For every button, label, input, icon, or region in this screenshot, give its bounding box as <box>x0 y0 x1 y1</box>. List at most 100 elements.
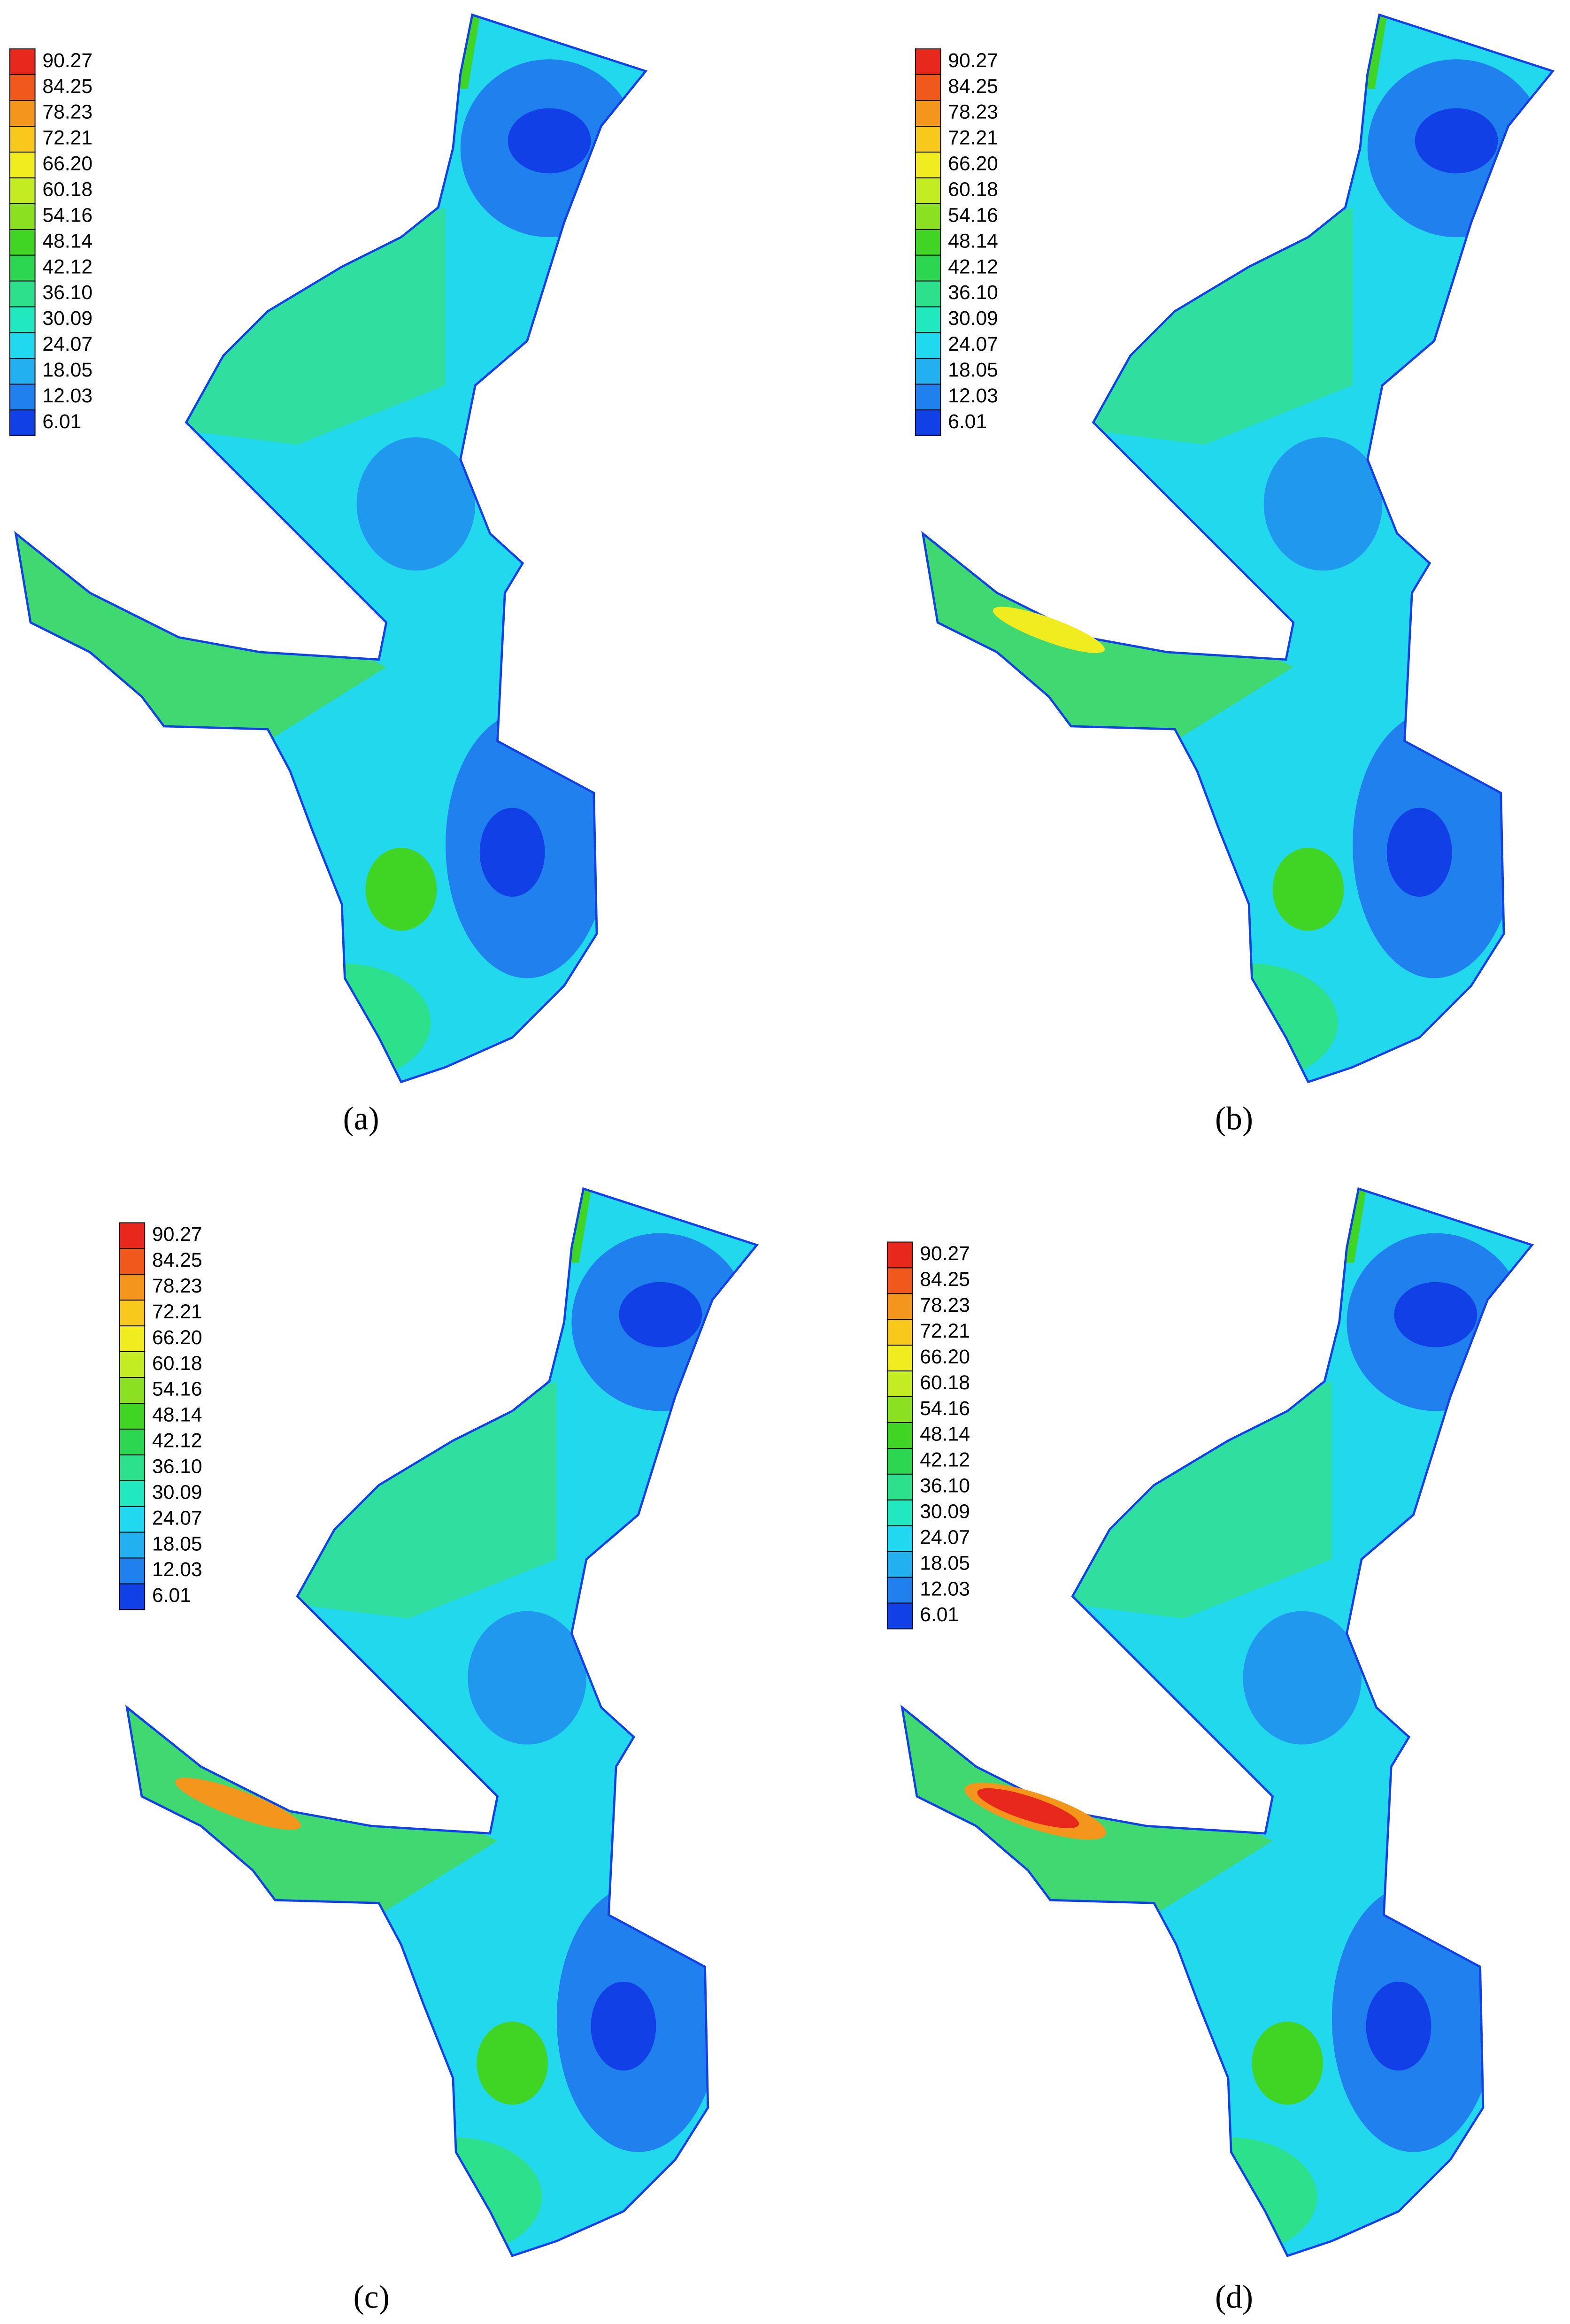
legend-label: 60.18 <box>152 1352 202 1375</box>
legend-swatch <box>886 1525 913 1552</box>
legend-swatch <box>886 1602 913 1630</box>
legend-swatch <box>119 1480 146 1507</box>
legend-label: 54.16 <box>920 1397 970 1420</box>
legend-label: 72.21 <box>152 1301 202 1323</box>
legend-swatch <box>886 1370 913 1397</box>
legend-swatch <box>119 1325 146 1353</box>
legend-label: 24.07 <box>152 1507 202 1529</box>
panel-caption: (d) <box>1215 2279 1253 2315</box>
legend-label: 84.25 <box>152 1249 202 1271</box>
legend-swatch <box>915 306 941 333</box>
legend-swatch <box>119 1454 146 1481</box>
legend-swatch <box>886 1447 913 1475</box>
legend-swatch <box>9 332 36 359</box>
legend-label: 36.10 <box>42 281 92 304</box>
legend-swatch <box>915 100 941 127</box>
legend-swatch <box>915 332 941 359</box>
legend-label: 60.18 <box>920 1371 970 1394</box>
legend-label: 90.27 <box>920 1242 970 1265</box>
legend-swatch <box>119 1402 146 1430</box>
legend-swatch <box>119 1351 146 1378</box>
legend-label: 54.16 <box>948 204 998 226</box>
legend-swatch <box>9 100 36 127</box>
legend-swatch <box>886 1267 913 1294</box>
legend-swatch <box>9 254 36 282</box>
legend-label: 42.12 <box>152 1430 202 1452</box>
legend-swatch <box>915 384 941 411</box>
legend-label: 24.07 <box>920 1526 970 1548</box>
legend-swatch <box>915 358 941 385</box>
legend-label: 30.09 <box>920 1500 970 1523</box>
legend-swatch <box>9 203 36 230</box>
legend-label: 48.14 <box>948 230 998 252</box>
legend-swatch <box>915 254 941 282</box>
legend-swatch <box>915 48 941 76</box>
legend-label: 30.09 <box>42 307 92 330</box>
legend-label: 36.10 <box>152 1455 202 1478</box>
legend-swatch <box>886 1551 913 1578</box>
legend-label: 66.20 <box>920 1346 970 1368</box>
legend-label: 78.23 <box>42 101 92 123</box>
legend-swatch <box>9 306 36 333</box>
legend-swatch <box>915 74 941 101</box>
legend-label: 30.09 <box>152 1481 202 1503</box>
legend: 90.27 84.25 78.23 72.21 66.20 60.18 54.16 48.14… <box>886 1241 970 1630</box>
panel-caption: (c) <box>354 2279 390 2315</box>
legend-label: 6.01 <box>948 410 987 433</box>
legend-label: 72.21 <box>920 1320 970 1342</box>
legend-label: 90.27 <box>948 49 998 72</box>
legend-label: 6.01 <box>152 1584 191 1607</box>
legend-swatch <box>886 1422 913 1449</box>
legend-label: 12.03 <box>152 1558 202 1581</box>
legend-swatch <box>886 1499 913 1526</box>
legend: 90.27 84.25 78.23 72.21 66.20 60.18 54.16 48.14… <box>915 48 998 437</box>
legend-swatch <box>9 48 36 76</box>
legend-swatch <box>9 151 36 178</box>
legend-label: 60.18 <box>948 178 998 201</box>
legend-swatch <box>9 409 36 437</box>
legend-label: 36.10 <box>920 1475 970 1497</box>
legend-label: 72.21 <box>948 127 998 149</box>
legend-label: 36.10 <box>948 281 998 304</box>
map-c <box>112 1174 779 2270</box>
legend-label: 18.05 <box>920 1552 970 1574</box>
legend-swatch <box>119 1583 146 1610</box>
legend-swatch <box>119 1248 146 1275</box>
legend-swatch <box>886 1396 913 1423</box>
legend-label: 18.05 <box>42 359 92 381</box>
map-a <box>1 0 668 1097</box>
legend-label: 78.23 <box>152 1275 202 1297</box>
legend-label: 12.03 <box>948 385 998 407</box>
legend-label: 6.01 <box>920 1603 959 1626</box>
legend-label: 84.25 <box>948 75 998 98</box>
legend-label: 66.20 <box>152 1326 202 1349</box>
legend-label: 48.14 <box>920 1423 970 1446</box>
legend-swatch <box>119 1222 146 1249</box>
map-d <box>887 1174 1555 2270</box>
legend-label: 48.14 <box>152 1404 202 1426</box>
legend-label: 78.23 <box>920 1294 970 1316</box>
legend-swatch <box>886 1473 913 1501</box>
legend-swatch <box>119 1428 146 1455</box>
legend-swatch <box>915 229 941 256</box>
legend-swatch <box>119 1300 146 1327</box>
legend-swatch <box>9 74 36 101</box>
legend-swatch <box>886 1241 913 1269</box>
panel-caption: (b) <box>1215 1101 1253 1137</box>
legend-label: 54.16 <box>42 204 92 226</box>
legend-swatch <box>9 280 36 308</box>
legend-label: 12.03 <box>42 385 92 407</box>
legend-swatch <box>9 358 36 385</box>
legend-swatch <box>886 1319 913 1346</box>
legend-label: 42.12 <box>948 255 998 278</box>
legend-swatch <box>915 280 941 308</box>
legend-swatch <box>886 1345 913 1372</box>
legend-swatch <box>9 177 36 204</box>
legend: 90.27 84.25 78.23 72.21 66.20 60.18 54.16 48.14… <box>119 1222 202 1610</box>
legend-swatch <box>915 126 941 153</box>
legend-swatch <box>915 203 941 230</box>
legend-label: 6.01 <box>42 410 81 433</box>
legend-label: 78.23 <box>948 101 998 123</box>
